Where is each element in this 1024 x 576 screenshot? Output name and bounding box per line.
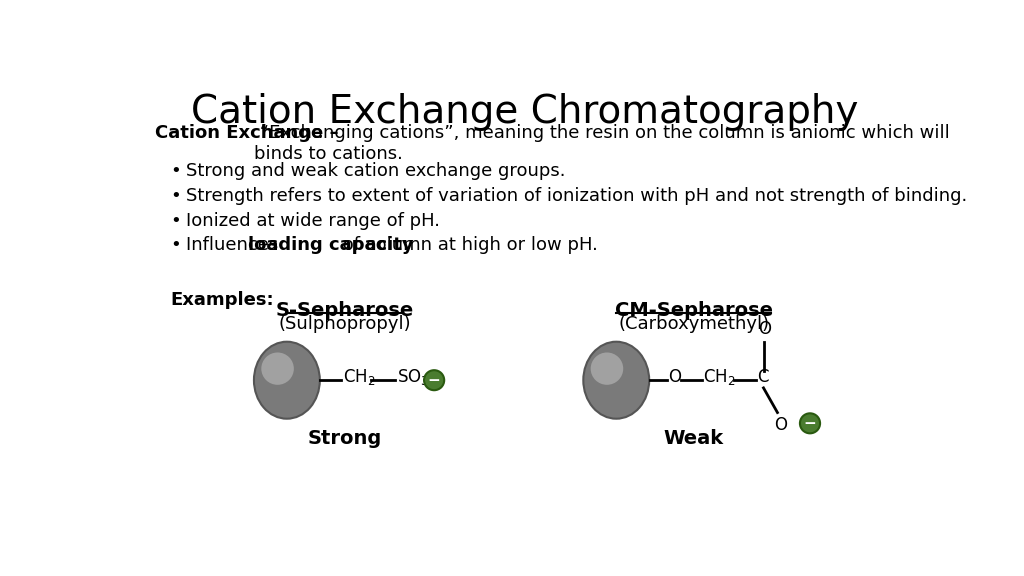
Text: •: • — [171, 187, 181, 205]
Text: O: O — [759, 320, 771, 338]
Text: Weak: Weak — [664, 430, 724, 449]
Text: S-Sepharose: S-Sepharose — [275, 301, 414, 320]
Ellipse shape — [254, 342, 319, 419]
Text: CH$_2$: CH$_2$ — [343, 367, 375, 387]
Text: (Sulphopropyl): (Sulphopropyl) — [279, 314, 412, 333]
Text: −: − — [804, 416, 816, 431]
Text: SO$_3$: SO$_3$ — [397, 367, 429, 387]
Text: O: O — [774, 416, 787, 434]
Text: loading capacity: loading capacity — [248, 236, 413, 254]
Text: Strength refers to extent of variation of ionization with pH and not strength of: Strength refers to extent of variation o… — [186, 187, 968, 205]
Text: CH$_2$: CH$_2$ — [703, 367, 735, 387]
Ellipse shape — [584, 342, 649, 419]
Circle shape — [424, 370, 444, 390]
Ellipse shape — [591, 353, 624, 385]
Text: “Exchanging cations”, meaning the resin on the column is anionic which will
bind: “Exchanging cations”, meaning the resin … — [254, 124, 949, 162]
Text: Influences: Influences — [186, 236, 284, 254]
Text: CM-Sepharose: CM-Sepharose — [614, 301, 773, 320]
Text: Examples:: Examples: — [171, 291, 274, 309]
Text: •: • — [171, 162, 181, 180]
Text: •: • — [171, 236, 181, 254]
Text: C: C — [758, 368, 769, 386]
Text: Cation Exchange Chromatography: Cation Exchange Chromatography — [191, 93, 858, 131]
Text: Strong and weak cation exchange groups.: Strong and weak cation exchange groups. — [186, 162, 565, 180]
Text: Ionized at wide range of pH.: Ionized at wide range of pH. — [186, 211, 440, 230]
Text: Strong: Strong — [308, 430, 382, 449]
Text: (Carboxymethyl): (Carboxymethyl) — [618, 314, 769, 333]
Text: O: O — [669, 368, 681, 386]
Text: •: • — [171, 211, 181, 230]
Circle shape — [800, 414, 820, 433]
Text: of column at high or low pH.: of column at high or low pH. — [337, 236, 598, 254]
Ellipse shape — [261, 353, 294, 385]
Text: Cation Exchange –: Cation Exchange – — [155, 124, 339, 142]
Text: −: − — [428, 373, 440, 388]
